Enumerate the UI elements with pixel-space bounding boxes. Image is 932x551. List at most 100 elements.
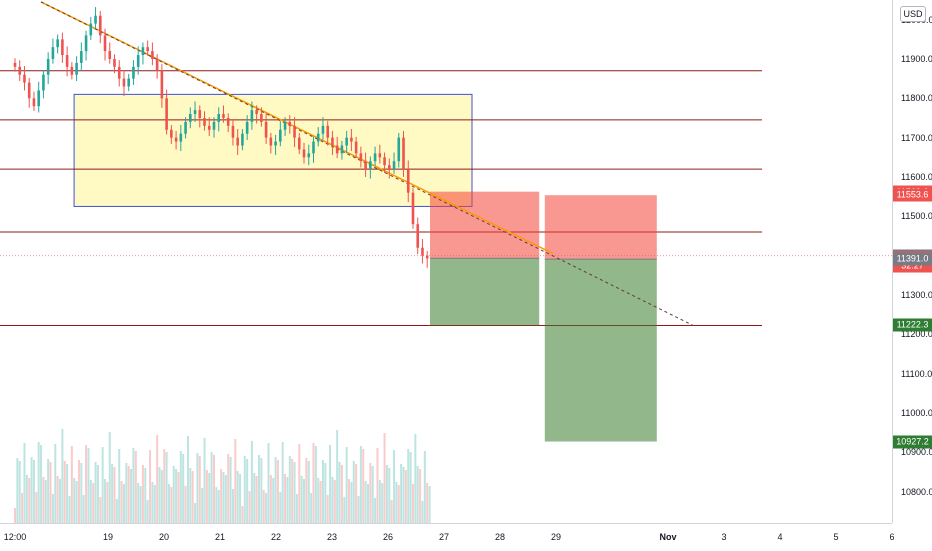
candle-body	[155, 58, 159, 71]
volume-bar	[175, 469, 178, 523]
volume-bar	[423, 451, 426, 523]
candle-body	[397, 137, 401, 162]
volume-bar	[179, 451, 182, 523]
volume-bar	[111, 464, 114, 523]
price-badge: 11222.3	[893, 318, 932, 332]
volume-bar	[32, 460, 35, 523]
volume-bar	[23, 443, 26, 523]
volume-bar	[312, 443, 315, 523]
volume-bar	[59, 479, 62, 523]
candle-body	[23, 74, 26, 83]
candle-body	[416, 224, 420, 248]
price-badge: 10927.2	[893, 435, 932, 449]
volume-bar	[348, 479, 351, 523]
candle-body	[141, 47, 145, 56]
time-tick-label: 29	[550, 532, 562, 542]
candle-body	[117, 66, 121, 79]
volume-bar	[70, 446, 73, 523]
volume-bar	[158, 467, 161, 523]
volume-bar	[231, 489, 234, 523]
volume-bar	[127, 466, 130, 523]
volume-bar	[352, 461, 355, 523]
candle-body	[198, 110, 202, 118]
candle-body	[369, 161, 372, 170]
volume-bar	[291, 459, 294, 523]
volume-bar	[260, 458, 263, 523]
time-axis[interactable]: 12:00 19 20 21 22 23 26 27 28 29 Nov 3 4 5 6	[0, 523, 895, 551]
price-tick-label: 10900.0	[901, 447, 932, 458]
volume-bar	[345, 447, 348, 523]
candle-body	[80, 51, 83, 63]
candle-body	[307, 153, 311, 158]
candle-body	[293, 125, 296, 138]
volume-bar	[326, 495, 329, 523]
volume-bar	[49, 462, 52, 523]
time-tick-label: 6	[889, 532, 895, 542]
volume-bar	[293, 462, 296, 523]
volume-bar	[400, 464, 403, 523]
volume-bar	[89, 480, 92, 523]
volume-bar	[177, 472, 180, 523]
candle-body	[354, 141, 358, 154]
candle-body	[274, 141, 277, 146]
volume-bar	[106, 482, 109, 523]
time-tick-label: 27	[438, 532, 450, 542]
volume-bar	[99, 497, 102, 523]
volume-bar	[66, 464, 69, 523]
volume-bar	[288, 456, 291, 523]
volume-bar	[393, 450, 396, 523]
volume-bar	[248, 491, 251, 523]
candle-body	[122, 78, 126, 87]
volume-bar	[428, 486, 431, 523]
candle-body	[255, 110, 258, 115]
volume-bar	[122, 484, 125, 523]
volume-bar	[134, 451, 137, 523]
candle-body	[312, 141, 315, 154]
candle-body	[127, 78, 131, 87]
volume-bar	[63, 461, 66, 523]
price-chart[interactable]	[0, 0, 892, 523]
volume-bar	[172, 466, 175, 523]
candle-body	[170, 129, 173, 138]
candle-body	[56, 39, 59, 48]
volume-bar	[295, 494, 298, 523]
candle-body	[245, 121, 249, 134]
volume-bar	[414, 434, 417, 523]
volume-bar	[189, 468, 192, 523]
volume-bar	[96, 465, 99, 523]
candle-body	[236, 137, 239, 146]
volume-bar	[167, 484, 170, 523]
candle-body	[350, 137, 353, 142]
candle-body	[46, 58, 50, 75]
candle-body	[264, 121, 268, 138]
candle-body	[70, 66, 74, 75]
volume-bar	[215, 487, 218, 523]
candle-body	[406, 169, 410, 193]
stop-loss-zone	[544, 195, 657, 260]
volume-bar	[194, 503, 197, 523]
currency-button[interactable]: USD	[900, 6, 926, 22]
volume-bar	[269, 475, 272, 523]
volume-bar	[184, 486, 187, 523]
candle-body	[302, 149, 306, 158]
volume-bar	[381, 483, 384, 523]
price-tick-label: 10800.0	[901, 486, 932, 497]
volume-bar	[80, 463, 83, 523]
consolidation-box-rect	[73, 93, 473, 207]
volume-bar	[276, 460, 279, 523]
time-tick-label: 21	[214, 532, 226, 542]
volume-bar	[331, 477, 334, 523]
volume-bar	[267, 443, 270, 523]
volume-bar	[300, 476, 303, 523]
volume-bar	[160, 470, 163, 523]
volume-bar	[253, 473, 256, 523]
candle-body	[283, 121, 287, 130]
volume-bar	[42, 477, 45, 523]
volume-bar	[51, 494, 54, 523]
volume-bar	[317, 478, 320, 523]
volume-bar	[21, 493, 24, 523]
candles	[13, 7, 429, 268]
candle-body	[373, 153, 377, 162]
volume-bar	[374, 498, 377, 523]
volume-bars	[14, 429, 431, 523]
